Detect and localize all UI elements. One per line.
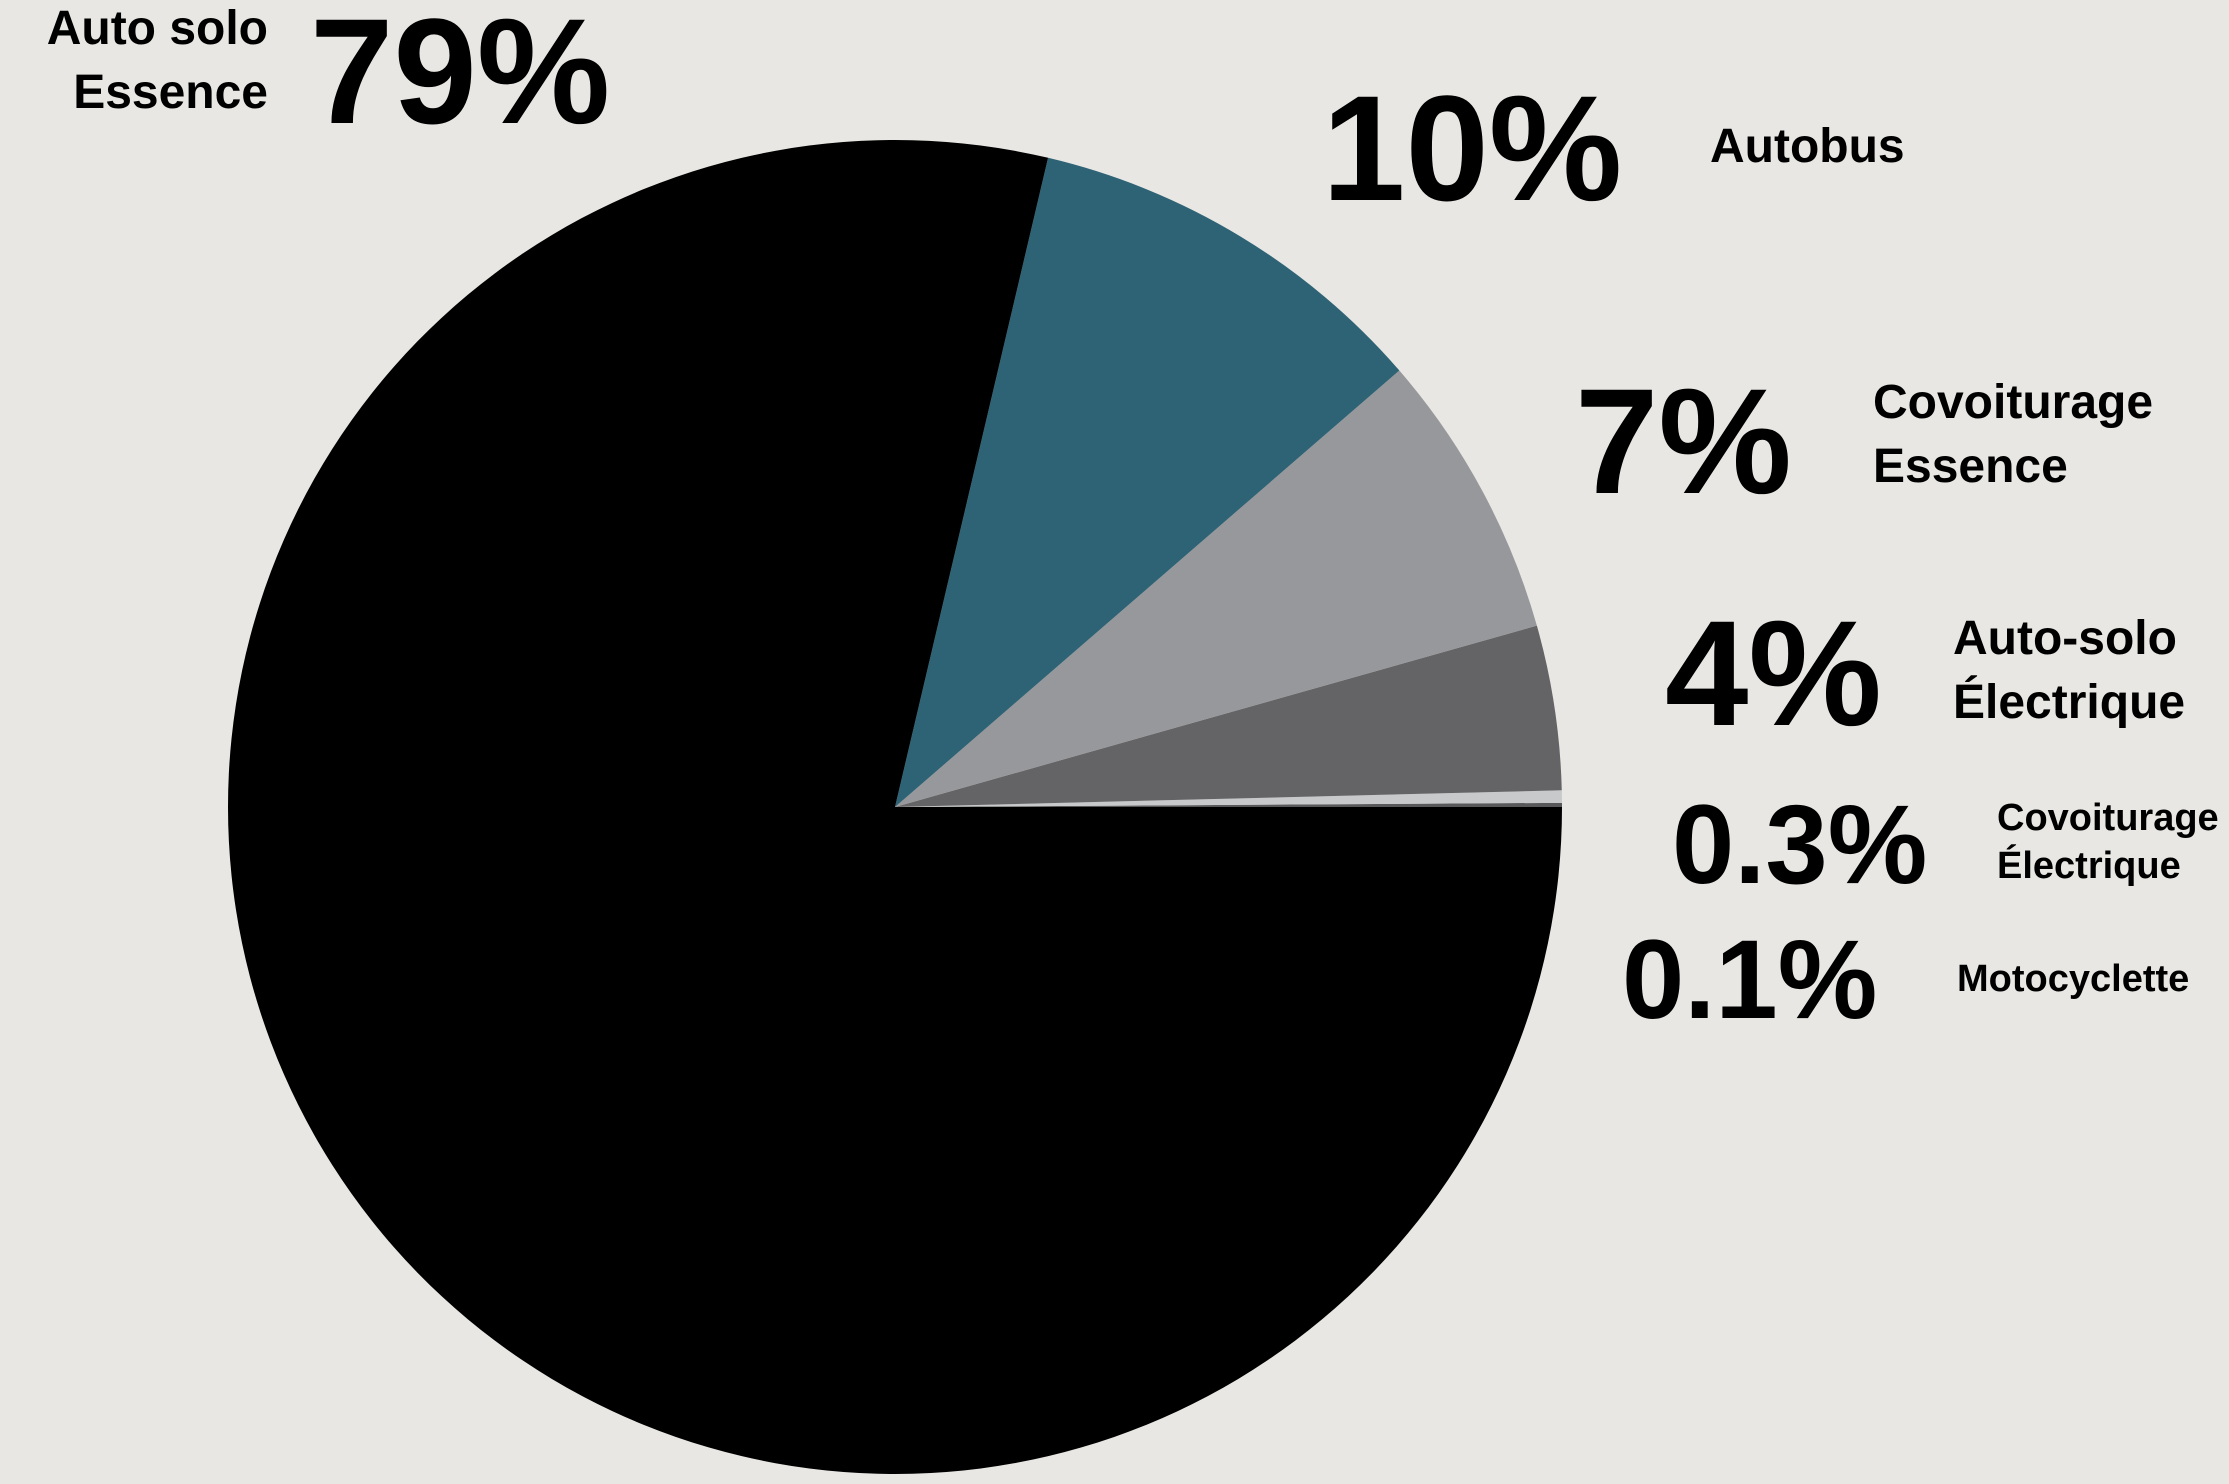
slice-category-label-2-line-1: Essence (1873, 440, 2068, 493)
slice-category-label-3-line-1: Électrique (1953, 675, 2185, 729)
slice-value-label-0: 79% (310, 0, 610, 155)
pie-slice-2 (895, 370, 1537, 807)
slice-category-label-1-line-0: Autobus (1710, 120, 1905, 173)
slice-category-label-4-line-1: Électrique (1997, 843, 2181, 887)
pie-slice-3 (895, 625, 1562, 807)
pie-slice-4 (895, 790, 1562, 807)
slice-category-label-3-line-0: Auto-solo (1953, 612, 2177, 665)
slice-value-label-5: 0.1% (1622, 917, 1877, 1042)
pie-slice-0 (228, 139, 1562, 1474)
slice-value-label-1: 10% (1322, 64, 1622, 232)
pie-slice-1 (895, 157, 1400, 808)
slice-category-label-0-line-0: Auto solo (47, 2, 268, 55)
pie-slices (228, 139, 1563, 1474)
pie-slice-5 (895, 802, 1563, 807)
pie-labels: 79% Auto solo Essence 10% Autobus 7% Covoitura… (47, 0, 2219, 1042)
slice-category-label-0-line-1: Essence (73, 66, 268, 119)
slice-category-label-2-line-0: Covoiturage (1873, 376, 2153, 429)
slice-value-label-3: 4% (1665, 589, 1882, 757)
slice-value-label-2: 7% (1575, 357, 1792, 525)
slice-value-label-4: 0.3% (1672, 782, 1927, 907)
slice-category-label-5-line-0: Motocyclette (1957, 958, 2189, 1000)
slice-category-label-4-line-0: Covoiturage (1997, 797, 2219, 839)
